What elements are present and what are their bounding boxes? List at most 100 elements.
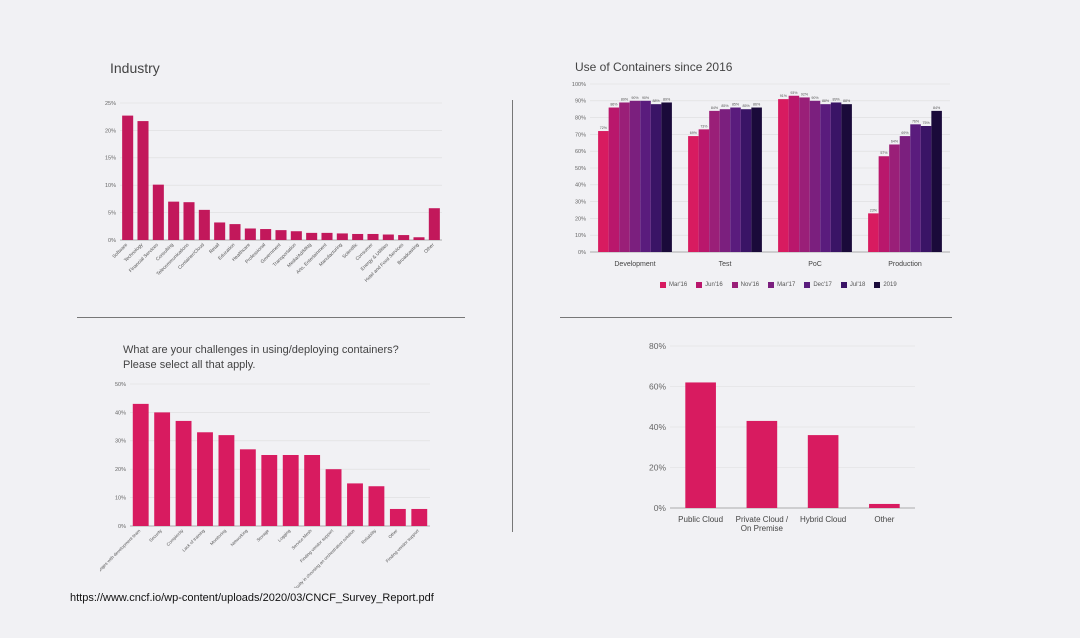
x-tick-label: Service Mesh [290,528,313,551]
x-tick-label: Test [719,261,732,268]
bar [306,232,318,240]
y-tick-label: 0% [108,238,116,244]
containers-legend: Mar'16 Jun'16 Nov'16 Mar'17 Dec'17 Jul'18 2019 [660,282,897,288]
bar [275,230,287,240]
data-label: 86% [610,103,618,107]
bar [398,235,410,240]
y-tick-label: 60% [649,381,666,391]
bar [730,107,741,252]
bar [282,455,299,526]
bar [910,124,921,252]
x-tick-label: Container/Cloud [177,242,206,271]
bar [629,100,641,252]
source-url[interactable]: https://www.cncf.io/wp-content/uploads/2… [70,592,434,604]
bar [751,107,762,252]
bar [650,104,662,252]
industry-chart: 0%5%10%15%20%25%SoftwareTechnologyFinanc… [105,101,442,284]
bar [809,100,821,252]
bar [920,126,932,252]
data-label: 84% [711,106,719,110]
data-label: 76% [912,119,920,123]
divider-vertical [512,100,513,532]
y-tick-label: 40% [115,410,126,416]
legend-swatch [840,282,847,288]
legend-label: Jul'18 [849,282,866,288]
x-tick-label: On Premise [741,524,784,533]
bar [183,202,195,240]
bar [290,231,302,240]
y-tick-label: 60% [575,149,586,155]
data-label: 85% [732,103,740,107]
bar [869,503,900,508]
data-label: 89% [621,97,629,101]
bar [261,455,278,526]
data-label: 89% [832,97,840,101]
x-tick-label: Logging [277,528,292,543]
bar [367,233,379,240]
data-label: 92% [801,92,809,96]
data-label: 88% [843,99,851,103]
x-tick-label: Development [614,261,655,268]
bar [336,233,348,240]
x-tick-label: Lack of training [181,528,206,553]
x-tick-label: Retail [208,242,221,255]
y-tick-label: 20% [649,462,666,472]
x-tick-label: Storage [256,528,271,543]
y-tick-label: 50% [115,382,126,388]
data-label: 88% [652,99,660,103]
data-label: 57% [880,151,888,155]
legend-label: Mar'16 [669,282,688,288]
y-tick-label: 10% [575,233,586,239]
bar [688,136,699,252]
y-tick-label: 100% [572,82,586,88]
bar [132,403,149,526]
y-tick-label: 10% [115,496,126,502]
bar [389,508,406,526]
legend-swatch [874,282,881,288]
y-tick-label: 10% [105,183,116,189]
bar [325,469,342,526]
x-tick-label: Hybrid Cloud [800,515,846,524]
data-label: 86% [753,103,761,107]
legend-label: Dec'17 [813,282,832,288]
bar [878,156,890,252]
legend-swatch [731,282,738,288]
x-tick-label: Cultural changes with development team [100,528,142,588]
y-tick-label: 30% [575,200,586,206]
bar [428,208,440,240]
x-tick-label: Networking [229,528,248,547]
data-label: 91% [780,94,788,98]
legend-swatch [804,282,811,288]
challenges-chart-title: What are your challenges in using/deploy… [123,344,399,371]
legend-label: Jun'16 [705,282,723,288]
y-tick-label: 0% [578,250,586,256]
bar [799,97,810,252]
bar [197,432,213,526]
bar [661,102,672,252]
x-tick-label: Security [148,528,163,543]
x-tick-label: Private Cloud / [736,515,789,524]
bar [368,486,385,526]
x-tick-label: Other [423,242,436,255]
data-label: 85% [742,104,750,108]
bar [719,109,731,252]
data-label: 89% [663,97,671,101]
bar [740,109,752,252]
divider-top-right [560,317,952,318]
y-tick-label: 30% [115,439,126,445]
bar [709,110,720,252]
bar [685,382,716,508]
x-tick-label: Reliability [360,528,377,545]
legend-swatch [768,282,775,288]
data-label: 72% [600,126,608,130]
data-label: 75% [922,121,930,125]
legend-label: 2019 [883,282,897,288]
y-tick-label: 25% [105,101,116,107]
legend-item: 2019 [874,282,897,288]
data-label: 69% [690,131,698,135]
bar [931,110,942,252]
bar [239,449,256,526]
bar [413,237,425,240]
data-label: 84% [933,106,941,110]
y-tick-label: 0% [118,524,126,530]
